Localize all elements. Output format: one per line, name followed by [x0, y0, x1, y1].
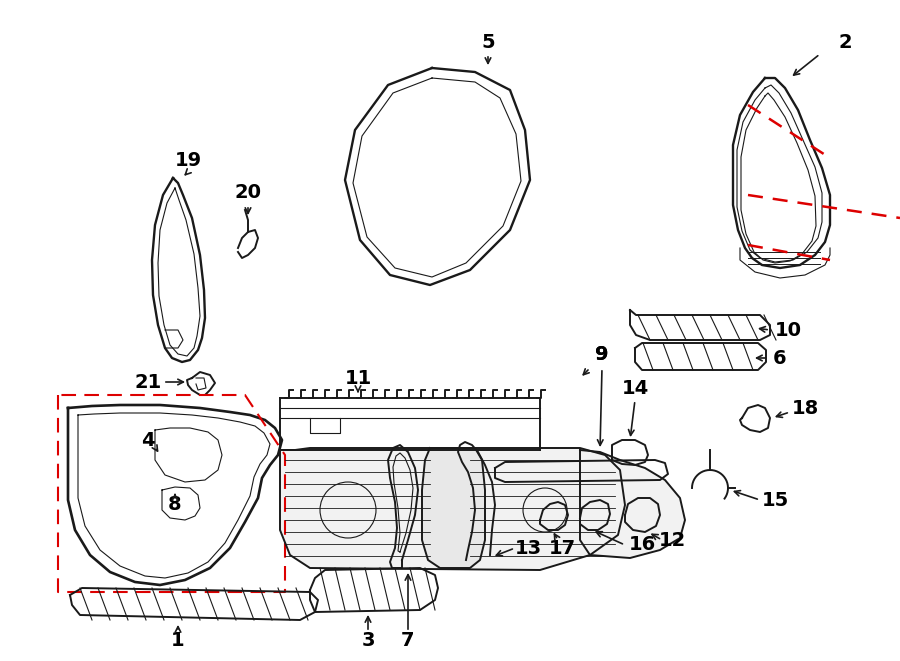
Text: 1: 1 [171, 631, 184, 650]
Text: 9: 9 [595, 346, 608, 364]
Text: 5: 5 [482, 32, 495, 52]
Polygon shape [580, 450, 685, 558]
Text: 13: 13 [515, 539, 542, 557]
Text: 18: 18 [792, 399, 819, 418]
Text: 6: 6 [773, 348, 787, 368]
Text: 9: 9 [595, 346, 608, 364]
Polygon shape [422, 448, 485, 568]
Text: 14: 14 [621, 379, 649, 397]
Text: 17: 17 [548, 539, 576, 557]
Text: 4: 4 [141, 430, 155, 449]
Text: 16: 16 [628, 535, 655, 555]
Polygon shape [280, 448, 625, 570]
Text: 3: 3 [361, 631, 374, 650]
Text: 20: 20 [235, 182, 262, 202]
Text: 21: 21 [134, 373, 162, 391]
Text: 12: 12 [659, 531, 686, 549]
Text: 19: 19 [175, 151, 202, 169]
Text: 7: 7 [401, 631, 415, 650]
Text: 15: 15 [762, 490, 789, 510]
Text: 8: 8 [168, 496, 182, 514]
Text: 2: 2 [838, 32, 851, 52]
Text: 11: 11 [345, 368, 372, 387]
Text: 10: 10 [775, 321, 802, 340]
